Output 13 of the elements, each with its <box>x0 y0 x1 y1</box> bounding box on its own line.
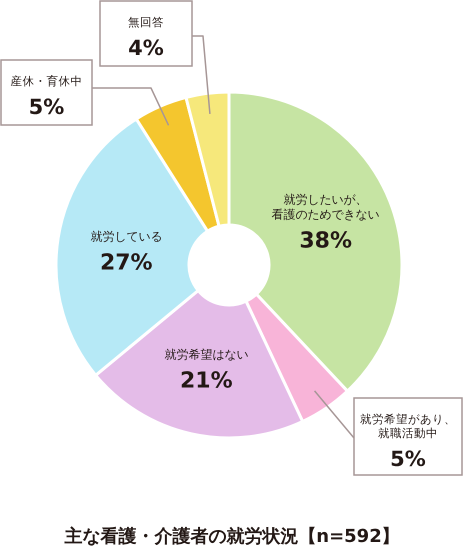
data-label: 4% <box>128 36 164 60</box>
data-label: 5% <box>390 447 426 471</box>
slice-label: 就労したいが、看護のためできない <box>272 192 380 222</box>
slice-label: 無回答 <box>128 15 164 29</box>
text: 主な看護・介護者の就労状況【n=592】 <box>63 525 401 549</box>
slice-label: 就労希望はない <box>164 347 248 362</box>
data-label: 21% <box>180 368 233 394</box>
data-label: 38% <box>299 228 352 254</box>
data-label: 27% <box>100 250 153 276</box>
data-label: 5% <box>28 95 64 119</box>
slice-label: 就労希望があり、就職活動中 <box>360 412 456 440</box>
slice-label: 就労している <box>90 230 162 244</box>
slice-label: 産休・育休中 <box>10 74 82 88</box>
